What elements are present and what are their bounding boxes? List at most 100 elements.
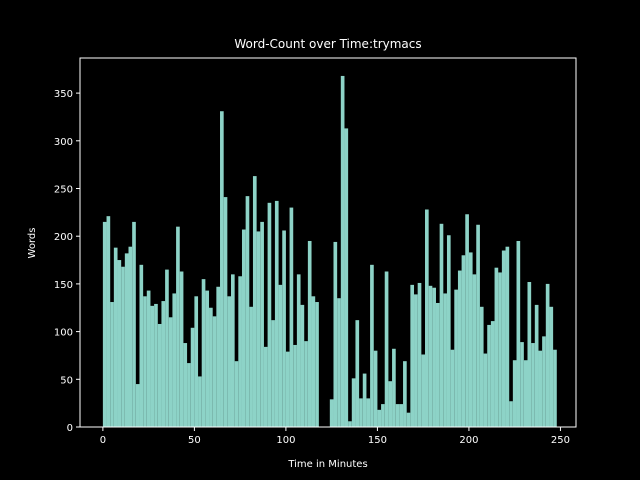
bar — [263, 346, 268, 427]
bar — [139, 264, 144, 427]
bar — [549, 306, 554, 427]
bar — [121, 266, 125, 427]
bar — [439, 223, 444, 427]
bar — [201, 279, 206, 427]
x-tick-label: 250 — [551, 435, 570, 446]
bar — [212, 316, 217, 427]
bar — [260, 221, 264, 427]
bar — [274, 200, 279, 427]
bar — [538, 350, 543, 427]
bar — [234, 361, 239, 427]
bar — [370, 264, 374, 427]
bar — [230, 274, 235, 427]
bar — [428, 285, 433, 427]
bar — [216, 286, 221, 427]
y-tick-label: 50 — [60, 375, 73, 386]
bar — [384, 271, 389, 427]
bar — [355, 320, 360, 427]
bar — [117, 260, 122, 427]
x-tick-label: 200 — [459, 435, 478, 446]
bar — [179, 271, 184, 427]
bar — [348, 421, 352, 427]
bar — [534, 304, 539, 427]
x-tick-label: 0 — [100, 435, 106, 446]
bar — [344, 128, 349, 428]
bar — [209, 307, 213, 427]
bar — [454, 289, 458, 427]
bar — [392, 348, 396, 427]
bar — [406, 412, 411, 427]
bar — [304, 341, 308, 427]
bar — [183, 343, 188, 427]
bar — [282, 230, 286, 427]
bar — [307, 240, 312, 427]
bar — [128, 246, 133, 427]
bar — [190, 327, 195, 427]
bar — [512, 360, 517, 427]
bar — [366, 398, 371, 427]
bar — [337, 298, 341, 427]
bar — [403, 361, 407, 427]
bar — [443, 293, 447, 427]
bar — [249, 306, 253, 427]
bar — [176, 226, 180, 427]
bar — [168, 317, 173, 427]
bar — [527, 281, 532, 427]
y-tick-label: 0 — [67, 423, 73, 434]
bar — [135, 384, 140, 427]
bar — [252, 176, 257, 427]
bar — [300, 304, 305, 427]
bar — [132, 221, 136, 427]
bar — [472, 274, 477, 427]
chart-title: Word-Count over Time:trymacs — [234, 37, 421, 51]
bar — [198, 376, 202, 427]
bar — [194, 296, 199, 427]
bar — [542, 336, 546, 427]
bar — [296, 274, 301, 427]
bar — [165, 269, 169, 427]
bar — [311, 296, 316, 427]
bar — [359, 398, 363, 427]
bar — [494, 267, 499, 427]
bar — [157, 323, 162, 427]
bar — [432, 287, 436, 427]
y-axis-label: Words — [27, 228, 38, 259]
x-axis-label: Time in Minutes — [287, 459, 367, 470]
bar — [450, 349, 455, 427]
bar — [465, 214, 469, 427]
bar — [245, 196, 250, 427]
bar — [106, 216, 111, 427]
bar — [143, 296, 147, 427]
bar — [476, 224, 480, 427]
bar — [146, 290, 151, 427]
bar — [150, 305, 155, 427]
y-tick-label: 300 — [54, 137, 73, 148]
bar — [227, 296, 231, 427]
bar — [102, 221, 107, 427]
bar — [223, 197, 228, 427]
y-tick-label: 150 — [54, 280, 73, 291]
y-tick-label: 250 — [54, 185, 73, 196]
bar — [479, 306, 484, 427]
bar — [553, 349, 557, 427]
bar — [124, 253, 129, 427]
bar — [399, 404, 404, 427]
bar — [498, 272, 502, 427]
bar — [509, 401, 513, 427]
bar — [238, 276, 242, 427]
bar — [388, 381, 393, 427]
bar — [505, 246, 510, 427]
bar — [501, 250, 506, 427]
bar — [271, 320, 275, 427]
x-tick-label: 50 — [188, 435, 201, 446]
bar — [220, 111, 224, 427]
bar — [435, 302, 440, 427]
bar — [520, 342, 524, 427]
bar — [523, 360, 528, 427]
bar — [468, 252, 473, 427]
bar — [172, 293, 177, 427]
bar — [421, 354, 426, 427]
bar — [516, 240, 521, 427]
